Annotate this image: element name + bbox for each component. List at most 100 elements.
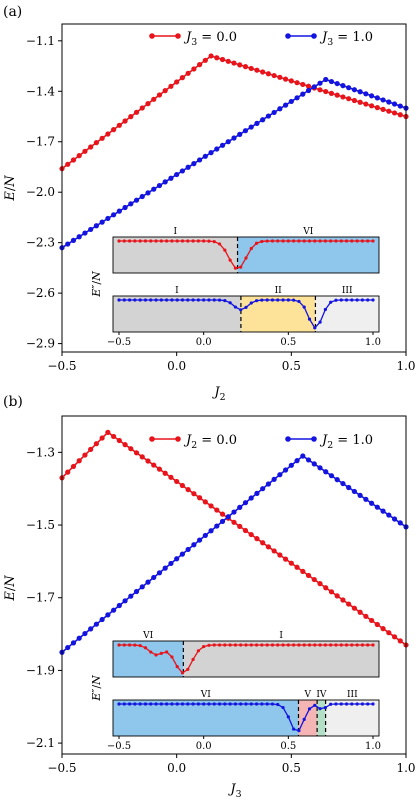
inset-point xyxy=(334,239,338,243)
inset-point xyxy=(186,667,190,671)
data-point xyxy=(300,81,306,88)
phase-region xyxy=(113,237,238,273)
data-point xyxy=(374,504,380,510)
data-point xyxy=(88,446,94,452)
inset-point xyxy=(159,651,163,655)
data-point xyxy=(225,58,231,64)
inset-point xyxy=(249,301,253,305)
data-point xyxy=(65,241,71,247)
data-point xyxy=(214,523,220,529)
phase-region xyxy=(298,700,318,736)
data-point xyxy=(386,108,392,114)
data-point xyxy=(156,92,163,98)
inset-point xyxy=(223,298,227,303)
inset-point xyxy=(366,702,370,706)
inset-point xyxy=(170,239,174,243)
data-point xyxy=(168,560,174,567)
data-point xyxy=(162,88,168,94)
data-point xyxy=(271,476,277,482)
inset-point xyxy=(191,657,195,662)
x-axis-label: J2​ xyxy=(211,385,225,403)
series-line-0 xyxy=(61,431,407,646)
data-point xyxy=(300,568,306,574)
inset-point xyxy=(329,702,333,706)
data-point xyxy=(219,511,226,517)
inset-point xyxy=(350,298,354,302)
data-point xyxy=(386,512,392,518)
inset-1: VI V IV III −0.5 0.0 0.5 1.0 xyxy=(107,690,381,752)
series-line-1 xyxy=(61,78,407,249)
inset-point xyxy=(334,643,338,647)
inset-point xyxy=(329,239,333,243)
data-point xyxy=(139,454,145,460)
inset-point xyxy=(133,239,137,243)
inset-point xyxy=(122,643,126,647)
data-point xyxy=(340,94,346,100)
y-tick-label: −1.7 xyxy=(26,135,55,149)
data-point xyxy=(311,576,317,583)
inset-point xyxy=(292,727,296,731)
data-point xyxy=(88,226,94,233)
panel-1: (b) −0.5 0.0 0.5 1.0 −1.3 −1.5 −1.7 −1.9 −2.1 J3​ E… xyxy=(3,394,415,800)
x-tick-label: −0.5 xyxy=(47,761,76,775)
data-point xyxy=(202,499,208,505)
inset-point xyxy=(302,239,306,243)
inset-1: I II III−0.5 0.0 0.5 1.0 xyxy=(107,286,381,348)
inset-point xyxy=(297,729,301,733)
inset-point xyxy=(202,644,206,649)
inset-point xyxy=(122,298,126,302)
inset-point xyxy=(122,239,126,243)
data-point xyxy=(265,71,271,77)
data-point xyxy=(197,495,203,501)
x-tick-label: 1.0 xyxy=(396,761,415,775)
data-point xyxy=(208,150,214,156)
inset-point xyxy=(281,643,285,647)
data-point xyxy=(139,584,145,590)
inset-point xyxy=(307,317,312,321)
phase-region xyxy=(317,700,326,736)
inset-point xyxy=(127,643,132,647)
inset-point xyxy=(307,707,312,711)
inset-point xyxy=(307,643,312,647)
data-point xyxy=(323,88,329,95)
inset-point xyxy=(334,298,338,302)
data-point xyxy=(174,556,180,562)
data-point xyxy=(128,114,134,120)
y-tick-label: −1.5 xyxy=(26,518,55,532)
data-point xyxy=(317,87,323,93)
data-point xyxy=(277,552,283,558)
inset-point xyxy=(270,298,275,302)
inset-point xyxy=(138,702,142,706)
inset-point xyxy=(170,702,174,706)
inset-point xyxy=(302,643,306,647)
data-point xyxy=(397,638,403,644)
inset-x-tick-label: 1.0 xyxy=(365,741,381,752)
inset-point xyxy=(233,643,238,647)
inset-point xyxy=(196,702,200,706)
inset-point xyxy=(244,643,248,647)
inset-point xyxy=(339,298,343,302)
panel-label: (b) xyxy=(3,394,23,410)
inset-point xyxy=(355,298,359,302)
inset-point xyxy=(207,643,211,647)
data-point xyxy=(254,120,260,126)
y-tick-label: −1.3 xyxy=(26,445,55,459)
data-point xyxy=(225,139,231,145)
inset-point xyxy=(138,643,142,648)
series-line-1 xyxy=(61,454,407,653)
inset-point xyxy=(143,646,148,650)
data-point xyxy=(93,223,99,229)
data-point xyxy=(334,80,340,87)
phase-region xyxy=(315,296,379,332)
x-tick-label: 0.0 xyxy=(167,761,186,775)
inset-point xyxy=(329,300,333,304)
inset-point xyxy=(350,702,354,706)
inset-point xyxy=(292,298,296,302)
inset-point xyxy=(191,239,195,243)
inset-point xyxy=(360,239,365,243)
phase-label: III xyxy=(347,690,358,700)
inset-point xyxy=(217,298,222,302)
inset-point xyxy=(286,643,290,647)
inset-point xyxy=(307,239,312,243)
data-point xyxy=(357,99,363,105)
